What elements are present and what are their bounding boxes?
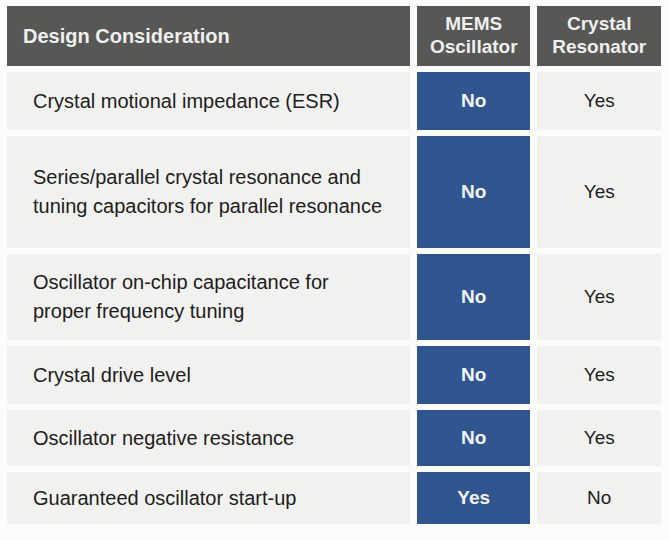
consideration-label: Crystal drive level	[7, 346, 410, 404]
crystal-value: No	[537, 472, 661, 524]
mems-value-badge: No	[417, 72, 530, 130]
table-row-series-parallel: Series/parallel crystal resonance and tu…	[7, 136, 661, 248]
consideration-label: Oscillator on-chip capacitance for prope…	[7, 254, 410, 340]
consideration-label: Oscillator negative resistance	[7, 410, 410, 466]
mems-value-badge: No	[417, 346, 530, 404]
crystal-value: Yes	[537, 72, 661, 130]
crystal-value: Yes	[537, 410, 661, 466]
table-row-esr: Crystal motional impedance (ESR) No Yes	[7, 72, 661, 130]
consideration-label: Crystal motional impedance (ESR)	[7, 72, 410, 130]
header-crystal-resonator: Crystal Resonator	[537, 6, 661, 66]
header-design-consideration: Design Consideration	[7, 6, 410, 66]
comparison-table: Design Consideration MEMS Oscillator Cry…	[0, 0, 668, 530]
crystal-value: Yes	[537, 136, 661, 248]
table-row-onchip-capacitance: Oscillator on-chip capacitance for prope…	[7, 254, 661, 340]
table-row-negative-resistance: Oscillator negative resistance No Yes	[7, 410, 661, 466]
crystal-value: Yes	[537, 254, 661, 340]
crystal-value: Yes	[537, 346, 661, 404]
header-row: Design Consideration MEMS Oscillator Cry…	[7, 6, 661, 66]
consideration-label: Guaranteed oscillator start-up	[7, 472, 410, 524]
table-row-startup: Guaranteed oscillator start-up Yes No	[7, 472, 661, 524]
header-mems-oscillator: MEMS Oscillator	[417, 6, 530, 66]
consideration-label: Series/parallel crystal resonance and tu…	[7, 136, 410, 248]
mems-value-badge: No	[417, 136, 530, 248]
table-row-drive-level: Crystal drive level No Yes	[7, 346, 661, 404]
mems-value-badge: No	[417, 410, 530, 466]
mems-value-badge: No	[417, 254, 530, 340]
mems-value-badge: Yes	[417, 472, 530, 524]
